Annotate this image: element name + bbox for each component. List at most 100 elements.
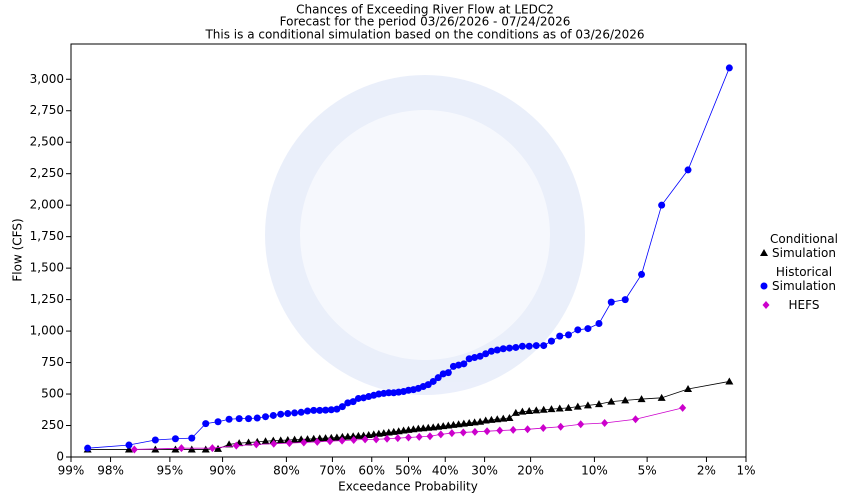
y-tick-label: 2,750 [30,103,64,117]
point [188,434,196,442]
point [595,320,603,328]
legend-marker [760,249,768,256]
y-tick-label: 1,000 [30,324,64,338]
point [245,415,253,423]
point [235,415,243,423]
x-tick-label: 20% [517,464,544,478]
point [385,389,393,397]
point [658,201,666,209]
diamond-point [405,433,412,442]
triangle-point [583,401,592,409]
diamond-point [270,439,278,448]
point [444,369,452,377]
point [584,325,592,333]
diamond-point [557,422,565,431]
point [354,394,362,402]
triangle-point [276,436,285,444]
y-tick-label: 500 [41,387,64,401]
triangle-point [607,397,616,405]
triangle-point [321,434,330,442]
y-tick-label: 0 [56,450,64,464]
triangle-point [290,435,299,443]
diamond-point [459,428,467,437]
triangle-point [637,395,646,403]
triangle-point [518,407,527,415]
diamond-point [524,425,532,434]
point [297,408,305,416]
diamond-point [415,432,423,441]
point [512,343,520,351]
point [471,354,479,362]
diamond-point [509,425,517,434]
point [202,420,210,428]
diamond-point [232,441,240,450]
point [487,347,495,355]
diamond-point [350,436,358,445]
y-tick-label: 2,500 [30,135,64,149]
legend-label: Conditional Simulation [770,232,838,260]
y-axis-label: Flow (CFS) [11,218,25,281]
diamond-point [285,439,293,448]
triangle-point [511,408,520,416]
diamond-point [372,435,380,444]
point [493,346,501,354]
point [574,326,582,334]
point [151,436,159,444]
watermark [265,75,585,395]
triangle-point [349,432,358,440]
point [607,298,615,306]
point [482,350,490,358]
diamond-point [448,429,456,438]
point [556,332,564,340]
diamond-point [313,437,321,446]
y-tick-label: 250 [41,418,64,432]
triangle-point [684,385,693,393]
point [547,337,555,345]
triangle-point [214,444,223,452]
triangle-point [481,416,490,424]
triangle-point [244,438,253,446]
x-tick-label: 40% [432,464,459,478]
diamond-point [426,432,434,441]
point [349,398,357,406]
diamond-point [471,427,479,436]
triangle-point [621,396,630,404]
x-tick-label: 2% [697,464,716,478]
y-tick-label: 3,000 [30,72,64,86]
triangle-point [124,445,133,453]
triangle-point [657,393,666,401]
point [476,352,484,360]
diamond-point [539,424,547,433]
legend-label: HEFS [788,298,820,312]
diamond-point [130,445,138,454]
x-tick-label: 90% [209,464,236,478]
triangle-point [303,435,312,443]
diamond-point [326,437,334,446]
legend-marker [762,301,770,309]
x-tick-label: 1% [736,464,755,478]
point [269,411,277,419]
x-axis-label: Exceedance Probability [338,480,478,494]
triangle-point [547,405,556,413]
triangle-point [338,432,347,440]
triangle-point [594,400,603,408]
point [262,413,270,421]
point [532,342,540,350]
point [344,399,352,407]
diamond-point [300,438,308,447]
point [525,342,533,350]
point [564,331,572,339]
triangle-point [564,403,573,411]
triangle-point [493,415,502,423]
diamond-point [208,444,216,453]
point [316,406,324,414]
chart-subtitle: Forecast for the period 03/26/2026 - 07/… [280,15,571,29]
triangle-point [354,431,363,439]
point [540,342,548,350]
x-tick-label: 30% [471,464,498,478]
triangle-point [470,418,479,426]
x-tick-label: 50% [395,464,422,478]
point [505,344,513,352]
y-tick-label: 1,750 [30,229,64,243]
diamond-point [496,426,504,435]
